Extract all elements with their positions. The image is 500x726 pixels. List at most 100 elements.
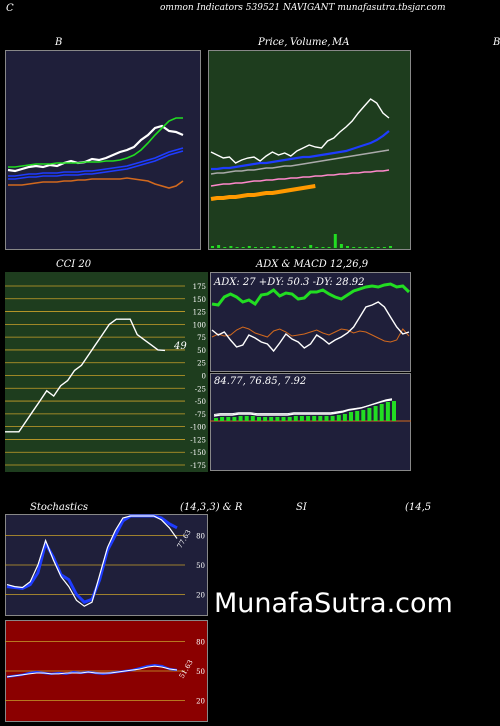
volume-bar: [296, 247, 300, 248]
cci-tick-label: 100: [193, 321, 206, 329]
stoch-panel: 80 50 20 77.63: [5, 514, 208, 620]
macd-bar: [324, 416, 329, 421]
bollinger-label: B: [55, 37, 63, 48]
macd-bar: [336, 415, 341, 421]
macd-bar: [238, 416, 243, 421]
macd-panel: 84.77, 76.85, 7.92: [210, 373, 411, 475]
page-title: ommon Indicators 539521 NAVIGANT munafas…: [160, 3, 446, 13]
volume-bar: [370, 247, 374, 248]
stoch-params: (14,3,3) & R: [180, 502, 243, 513]
rsi-tick-label: 20: [196, 697, 205, 705]
rsi-tick-label: 80: [196, 639, 205, 647]
adx-panel: ADX: 27 +DY: 50.3 -DY: 28.92: [210, 272, 411, 376]
volume-bar: [278, 247, 282, 248]
ma-label: MA: [332, 37, 350, 48]
price-series-1: [211, 130, 390, 171]
volume-bar: [260, 247, 264, 248]
price-bg: [208, 50, 411, 250]
bollinger-chart: [5, 50, 201, 250]
cci-tick-label: -25: [195, 385, 206, 393]
macd-bar: [275, 417, 280, 421]
volume-bar: [217, 245, 221, 248]
stoch-label: Stochastics: [30, 502, 88, 513]
cci-tick-label: -125: [190, 436, 206, 444]
volume-bar: [241, 247, 245, 248]
stoch-series-1: [6, 515, 178, 607]
price-chart: [208, 50, 411, 250]
bollinger-series-1: [8, 117, 183, 168]
macd-bar: [385, 402, 390, 421]
macd-bar: [355, 411, 360, 421]
macd-bar: [349, 412, 353, 421]
cci-panel: 175 150 125 100 75 50 25 0 -25 -50 -75 -100 -125 -150…: [5, 272, 208, 476]
macd-bar: [361, 410, 366, 421]
macd-bar: [281, 417, 286, 421]
volume-bar: [376, 247, 380, 248]
cci-tick-label: -175: [190, 462, 206, 470]
macd-bar: [373, 406, 378, 421]
volume-bar: [290, 246, 294, 248]
si-label: SI: [296, 502, 307, 513]
price-series-2: [210, 149, 390, 175]
macd-bar: [312, 416, 317, 421]
price-label: Price,: [258, 37, 288, 48]
bollinger-series-0: [7, 124, 184, 173]
volume-bar: [327, 247, 331, 248]
cci-chart: 175 150 125 100 75 50 25 0 -25 -50 -75 -100 -125 -150…: [5, 272, 208, 472]
volume-bar: [352, 247, 356, 248]
adx-chart: ADX: 27 +DY: 50.3 -DY: 28.92: [210, 272, 411, 372]
volume-bar: [315, 247, 319, 248]
volume-bar: [229, 246, 233, 248]
macd-bar: [330, 416, 335, 421]
bollinger-series-2: [8, 147, 184, 177]
volume-bar: [266, 247, 270, 248]
volume-bar: [346, 246, 349, 248]
volume-bar: [333, 234, 337, 248]
macd-bar: [244, 416, 249, 421]
macd-bar: [257, 417, 261, 421]
macd-bar: [226, 417, 231, 421]
price-panel: [208, 50, 411, 254]
stoch-tick-label: 80: [196, 533, 205, 541]
volume-bar: [389, 246, 392, 248]
volume-bar: [223, 247, 227, 248]
right-edge-letter: B: [493, 37, 500, 48]
price-series-0: [210, 98, 390, 164]
cci-tick-label: 50: [197, 347, 206, 355]
rsi-series-1: [6, 665, 178, 678]
cci-line: [5, 318, 166, 433]
cci-last-label: 49: [173, 341, 187, 352]
volume-bar: [364, 247, 368, 248]
cci-tick-label: 25: [197, 360, 206, 368]
macd-bar: [214, 418, 218, 421]
adx-bg: [210, 272, 411, 372]
macd-bar: [232, 417, 237, 421]
cci-tick-label: -150: [190, 449, 206, 457]
macd-bar: [299, 416, 304, 421]
rsi-tick-label: 50: [196, 668, 205, 676]
bollinger-bg: [5, 50, 201, 250]
volume-bar: [247, 246, 251, 248]
cci-bg: [5, 272, 208, 472]
adx-series-0: [211, 282, 411, 307]
macd-chart: 84.77, 76.85, 7.92: [210, 373, 411, 471]
price-series-3: [210, 169, 390, 187]
volume-bar: [358, 247, 362, 248]
cci-tick-label: 75: [197, 334, 206, 342]
macd-bar: [269, 417, 274, 421]
cci-tick-label: -75: [195, 411, 206, 419]
cci-tick-label: 125: [193, 309, 206, 317]
macd-bar: [318, 416, 323, 421]
macd-bar: [392, 401, 396, 421]
stoch-tick-label: 20: [196, 591, 205, 599]
cci-label: CCI 20: [56, 259, 92, 270]
price-series-4: [210, 184, 316, 201]
macd-bar: [379, 404, 384, 421]
macd-bar: [306, 416, 311, 421]
volume-bar: [303, 247, 307, 248]
macd-signal-line: [213, 399, 393, 415]
macd-bg: [210, 373, 411, 471]
adx-readout: ADX: 27 +DY: 50.3 -DY: 28.92: [213, 277, 365, 288]
bollinger-series-4: [8, 177, 184, 189]
macd-bar: [293, 416, 298, 421]
